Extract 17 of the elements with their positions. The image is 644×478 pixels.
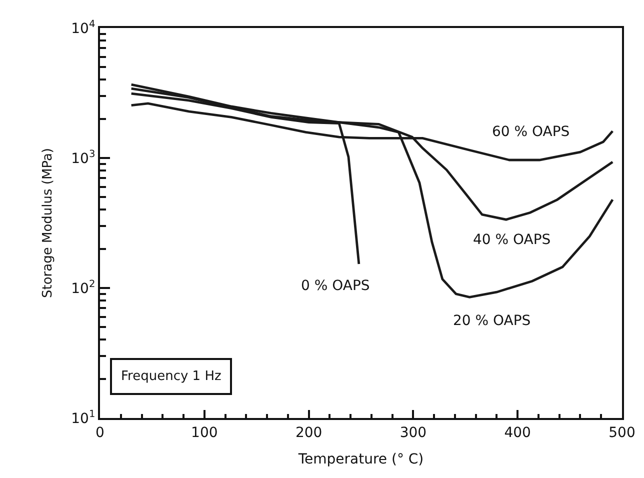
x-tick-label: 200 (295, 424, 322, 441)
x-tick-label: 400 (504, 424, 531, 441)
y-tick-label: 10$^{1}$ (71, 409, 96, 427)
y-tick-label: 10$^{4}$ (71, 19, 96, 37)
annotation: Frequency 1 Hz (121, 369, 222, 384)
series-label: 60 % OAPS (492, 124, 570, 140)
x-tick-label: 100 (191, 424, 218, 441)
series-label: 20 % OAPS (453, 313, 531, 329)
y-axis-title: Storage Modulus (MPa) (40, 148, 56, 298)
x-tick-label: 0 (96, 424, 104, 441)
series-label: 0 % OAPS (301, 278, 370, 294)
x-tick-label: 300 (400, 424, 427, 441)
y-tick-label: 10$^{3}$ (71, 149, 96, 167)
x-tick-label: 500 (608, 424, 636, 441)
y-tick-label: 10$^{2}$ (71, 279, 96, 297)
x-axis-title: Temperature (° C) (297, 452, 424, 468)
series-label: 40 % OAPS (473, 232, 551, 248)
